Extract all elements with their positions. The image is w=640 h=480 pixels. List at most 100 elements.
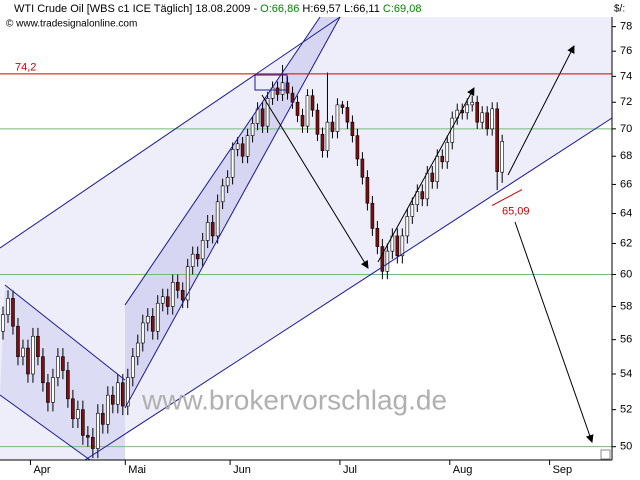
candle-body	[41, 356, 45, 384]
candle-body	[210, 222, 215, 237]
candle-body	[360, 158, 365, 178]
grid	[0, 128, 612, 448]
candle-body	[91, 436, 95, 449]
y-tick-label: 78	[620, 21, 632, 33]
arrows	[261, 45, 594, 443]
arrow	[507, 45, 575, 176]
x-tick-label: Aug	[453, 464, 473, 476]
y-tick-label: 74	[620, 70, 632, 82]
arrow	[514, 221, 594, 443]
candle-body	[420, 191, 425, 200]
candle-body	[51, 377, 55, 403]
candle-body	[170, 282, 175, 307]
y-tick-label: 50	[620, 441, 632, 453]
open: O:66,86	[260, 3, 299, 15]
candle-body	[480, 112, 485, 123]
candle-body	[130, 356, 135, 378]
unit: $/:	[614, 4, 625, 15]
candle-body	[475, 101, 480, 123]
candle-body	[445, 142, 450, 163]
low: L:66,11	[344, 3, 380, 15]
candle-body	[96, 412, 100, 449]
candle-body	[195, 253, 200, 260]
y-tick-label: 68	[620, 150, 632, 162]
candle-body	[300, 115, 305, 127]
peak-box	[254, 74, 288, 91]
candle-body	[205, 222, 210, 241]
watermark: www.brokervorschlag.de	[141, 384, 447, 415]
candle-body	[235, 143, 240, 150]
candle-body	[160, 296, 165, 304]
level-label: 74,2	[15, 62, 36, 74]
candle-body	[305, 95, 310, 127]
level-label: 65,09	[502, 205, 530, 217]
candle-body	[71, 398, 75, 420]
candle-body	[395, 235, 400, 257]
candle-body	[310, 95, 315, 111]
candle-body	[46, 382, 50, 403]
y-tick-label: 52	[620, 404, 632, 416]
candle-body	[350, 121, 355, 136]
y-tick-label: 72	[620, 96, 632, 108]
x-tick-label: Jul	[343, 464, 357, 476]
candle-body	[140, 322, 145, 344]
candle-body	[155, 302, 160, 332]
candle-body	[265, 98, 270, 127]
trend-line	[4, 284, 126, 381]
candle-body	[150, 316, 155, 332]
candle-body	[101, 412, 105, 425]
candle-body	[135, 342, 140, 357]
candle-body	[335, 104, 340, 132]
candle-body	[405, 216, 410, 237]
y-tick-label: 64	[620, 207, 632, 219]
candle-body	[280, 82, 285, 95]
candle-body	[111, 394, 115, 405]
candle-body	[106, 394, 110, 425]
candle-body	[290, 92, 295, 103]
arrow	[261, 94, 369, 269]
x-tick-label: Sep	[553, 464, 573, 476]
trend-line	[84, 117, 613, 461]
resize-grip[interactable]	[600, 449, 611, 460]
candle-body	[320, 133, 325, 151]
y-tick-label: 58	[620, 300, 632, 312]
candle-body	[225, 177, 230, 187]
candle-body	[495, 108, 499, 172]
candle-body	[490, 108, 494, 130]
x-tick-label: Mai	[128, 464, 146, 476]
candle-body	[375, 228, 380, 247]
candle-body	[120, 382, 125, 407]
candle-body	[175, 282, 180, 291]
y-tick-label: 62	[620, 237, 632, 249]
y-tick-label: 54	[620, 368, 632, 380]
candle-body	[285, 82, 290, 94]
candle-body	[185, 266, 190, 301]
candle-body	[385, 250, 390, 272]
candle-body	[365, 177, 370, 204]
x-tick-label: Apr	[33, 464, 50, 476]
annotations: 74,2 65,09	[0, 62, 612, 217]
close: C:69,08	[383, 3, 422, 15]
y-tick-label: 66	[620, 178, 632, 190]
title: WTI Crude Oil [WBS c1 ICE Täglich] 18.08…	[14, 3, 260, 15]
candle-body	[315, 109, 320, 135]
candle-body	[116, 382, 120, 405]
candle-body	[325, 121, 330, 151]
y-tick-label: 56	[620, 334, 632, 346]
candle-body	[500, 141, 504, 173]
candle-body	[220, 185, 225, 203]
trend-line	[124, 16, 321, 306]
candle-body	[260, 108, 265, 127]
y-tick-label: 76	[620, 45, 632, 57]
candle-body	[180, 290, 185, 301]
candle-body	[245, 135, 250, 157]
axes: 50 52 54 56 58 60 62 64 66 68 70 72 74 76 78 Apr Mai Jun J…	[29, 21, 632, 476]
candle-body	[400, 235, 405, 257]
candles	[1, 64, 504, 459]
candle-body	[6, 298, 10, 315]
candle-body	[410, 204, 415, 217]
candle-body	[56, 356, 60, 378]
candle-body	[1, 314, 5, 332]
candle-body	[295, 101, 300, 116]
